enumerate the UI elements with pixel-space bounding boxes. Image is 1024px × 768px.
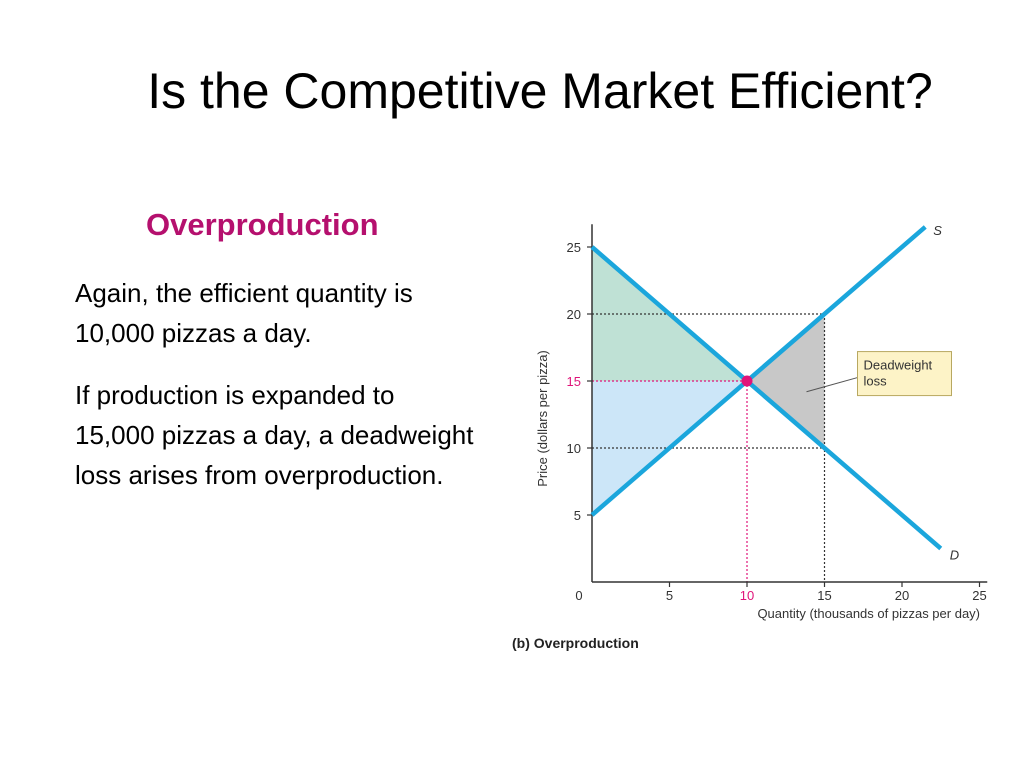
paragraph-efficient-quantity: Again, the efficient quantity is 10,000 …: [75, 278, 413, 348]
y-tick-label-10: 10: [567, 441, 581, 456]
supply-curve: [590, 225, 927, 517]
x-tick-label-20: 20: [895, 588, 909, 603]
supply-curve-label: S: [933, 223, 942, 238]
deadweight-loss-box: [857, 351, 952, 397]
y-tick-label-5: 5: [574, 508, 581, 523]
deadweight-loss-area: [747, 314, 825, 448]
deadweight-loss-label-line-1: Deadweight: [864, 358, 933, 373]
x-tick-label-10: 10: [740, 588, 754, 603]
x-tick-label-0: 0: [575, 588, 582, 603]
demand-curve: [590, 245, 943, 551]
annotation-leader-line: [806, 377, 858, 393]
x-axis-title: Quantity (thousands of pizzas per day): [757, 606, 980, 621]
y-tick-label-15: 15: [567, 374, 581, 389]
section-subtitle: Overproduction: [146, 207, 379, 242]
chart-caption: (b) Overproduction: [512, 635, 639, 651]
deadweight-loss-label-line-2: loss: [864, 374, 888, 389]
x-tick-label-25: 25: [972, 588, 986, 603]
demand-curve-label: D: [950, 548, 959, 563]
paragraph-deadweight-loss: If production is expanded to 15,000 pizz…: [75, 380, 474, 490]
y-axis-title: Price (dollars per pizza): [535, 350, 550, 487]
x-tick-label-15: 15: [817, 588, 831, 603]
x-tick-label-5: 5: [666, 588, 673, 603]
y-tick-label-25: 25: [567, 240, 581, 255]
slide-title: Is the Competitive Market Efficient?: [147, 63, 933, 119]
equilibrium-point: [741, 375, 753, 387]
y-tick-label-20: 20: [567, 307, 581, 322]
